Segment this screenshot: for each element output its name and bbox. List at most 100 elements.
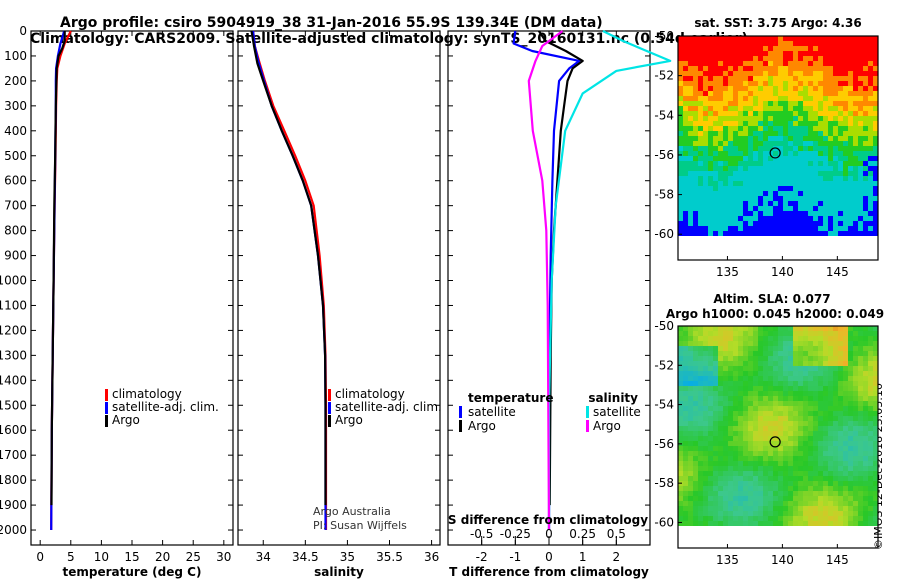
map-cell [693,56,698,61]
map-cell [733,211,738,216]
map-cell [858,496,863,501]
map-cell [838,56,843,61]
map-cell [818,151,823,156]
map-cell [863,456,868,461]
map-cell [803,216,808,221]
map-cell [778,361,783,366]
map-cell [688,166,693,171]
map-cell [723,216,728,221]
map-cell [728,51,733,56]
map-cell [688,56,693,61]
map-cell [738,406,743,411]
map-cell [843,151,848,156]
map-cell [698,196,703,201]
map-cell [753,351,758,356]
map-cell [763,156,768,161]
map-cell [683,521,688,526]
map-cell [823,156,828,161]
map-cell [808,476,813,481]
map-cell [758,381,763,386]
map-cell [718,441,723,446]
map-cell [848,391,853,396]
map-cell [788,436,793,441]
map-cell [828,506,833,511]
map-cell [693,396,698,401]
map-cell [703,126,708,131]
map-cell [708,116,713,121]
map-cell [823,201,828,206]
map-cell [798,461,803,466]
map-cell [813,51,818,56]
map-cell [753,451,758,456]
map-cell [873,201,878,206]
map-cell [818,426,823,431]
map-cell [693,341,698,346]
map-cell [798,186,803,191]
map-cell [863,451,868,456]
map-cell [698,141,703,146]
map-cell [678,111,683,116]
map-cell [713,96,718,101]
map-cell [798,96,803,101]
map-cell [723,326,728,331]
map-cell [733,196,738,201]
map-cell [683,391,688,396]
map-cell [813,81,818,86]
map-cell [683,336,688,341]
map-cell [773,126,778,131]
map-cell [823,116,828,121]
map-cell [728,511,733,516]
map-cell [738,421,743,426]
map-cell [688,446,693,451]
map-cell [758,216,763,221]
map-cell [778,211,783,216]
credit-line-2: PI: Susan Wijffels [313,519,407,532]
map-cell [843,446,848,451]
map-cell [748,116,753,121]
map-cell [778,366,783,371]
map-cell [863,426,868,431]
map-cell [758,506,763,511]
map-cell [678,501,683,506]
map-cell [843,361,848,366]
map-cell [703,351,708,356]
map-cell [783,76,788,81]
map-cell [748,161,753,166]
map-cell [778,401,783,406]
map-cell [763,336,768,341]
map-cell [808,491,813,496]
map-x-tick-label: 140 [771,553,794,567]
map-cell [768,386,773,391]
map-cell [788,76,793,81]
map-cell [728,461,733,466]
map-cell [718,181,723,186]
map-cell [803,411,808,416]
map-cell [778,86,783,91]
map-cell [758,386,763,391]
map-cell [718,486,723,491]
map-cell [713,46,718,51]
map-cell [833,471,838,476]
map-cell [778,341,783,346]
map-cell [748,431,753,436]
map-cell [743,191,748,196]
map-cell [763,176,768,181]
map-cell [873,481,878,486]
map-cell [863,151,868,156]
map-cell [813,161,818,166]
map-cell [813,176,818,181]
map-cell [748,356,753,361]
map-cell [778,116,783,121]
map-cell [688,496,693,501]
map-cell [713,346,718,351]
map-cell [813,331,818,336]
map-cell [688,501,693,506]
map-cell [793,471,798,476]
map-cell [863,466,868,471]
map-cell [793,196,798,201]
map-cell [683,326,688,331]
map-cell [803,386,808,391]
map-cell [873,46,878,51]
